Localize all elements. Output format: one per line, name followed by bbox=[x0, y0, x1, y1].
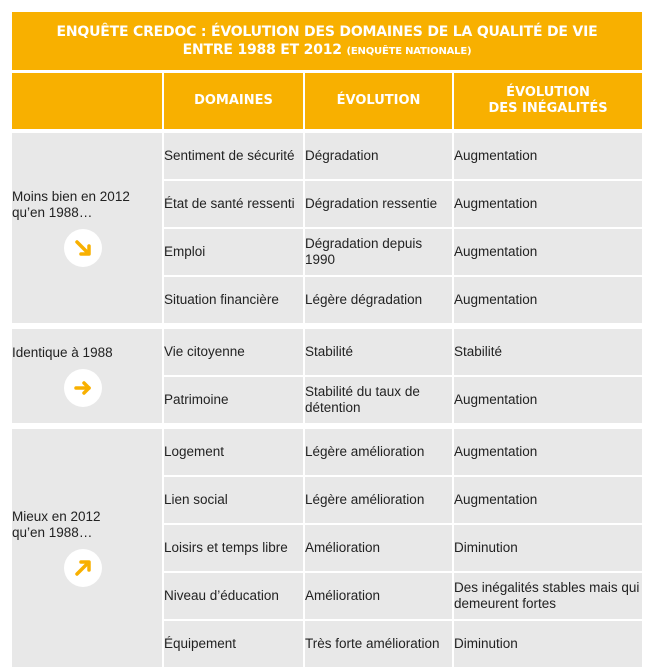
cell-evolution: Très forte amélioration bbox=[305, 621, 454, 669]
group-label-line-1: Identique à 1988 bbox=[12, 345, 113, 360]
cell-inegalites: Augmentation bbox=[454, 229, 642, 277]
header-evolution: Évolution bbox=[305, 73, 454, 129]
cell-evolution: Stabilité bbox=[305, 329, 454, 377]
cell-evolution: Légère amélioration bbox=[305, 429, 454, 477]
table-title: Enquête CREDOC : évolution des domaines … bbox=[12, 12, 642, 70]
cell-inegalites: Des inégalités stables mais qui demeuren… bbox=[454, 573, 642, 621]
cell-domaine: Lien social bbox=[164, 477, 305, 525]
title-line-2-main: entre 1988 et 2012 bbox=[182, 42, 342, 58]
cell-domaine: Vie citoyenne bbox=[164, 329, 305, 377]
header-blank bbox=[12, 73, 164, 129]
cell-evolution: Légère amélioration bbox=[305, 477, 454, 525]
cell-inegalites: Augmentation bbox=[454, 181, 642, 229]
cell-inegalites: Augmentation bbox=[454, 377, 642, 425]
group-label-line-1: Moins bien en 2012 bbox=[12, 189, 130, 204]
title-line-2: entre 1988 et 2012 (enquête nationale) bbox=[12, 41, 642, 61]
cell-evolution: Dégradation ressentie bbox=[305, 181, 454, 229]
cell-domaine: Loisirs et temps libre bbox=[164, 525, 305, 573]
table-row: Lien social Légère amélioration Augmenta… bbox=[12, 477, 642, 525]
cell-evolution: Légère dégradation bbox=[305, 277, 454, 325]
table-row: Loisirs et temps libre Amélioration Dimi… bbox=[12, 525, 642, 573]
cell-inegalites: Augmentation bbox=[454, 429, 642, 477]
arrow-up-right-icon bbox=[64, 549, 102, 587]
header-row: Domaines Évolution Évolution des inégali… bbox=[12, 73, 642, 129]
cell-evolution: Dégradation bbox=[305, 133, 454, 181]
cell-domaine: État de santé ressenti bbox=[164, 181, 305, 229]
cell-domaine: Emploi bbox=[164, 229, 305, 277]
header-inegalites-line-2: des inégalités bbox=[488, 101, 608, 116]
header-domaines: Domaines bbox=[164, 73, 305, 129]
cell-inegalites: Augmentation bbox=[454, 277, 642, 325]
cell-inegalites: Augmentation bbox=[454, 477, 642, 525]
group-label-identique: Identique à 1988 bbox=[12, 329, 164, 425]
table-row: État de santé ressenti Dégradation resse… bbox=[12, 181, 642, 229]
cell-inegalites: Diminution bbox=[454, 621, 642, 669]
group-label-mieux: Mieux en 2012 qu’en 1988… bbox=[12, 429, 164, 669]
cell-domaine: Équipement bbox=[164, 621, 305, 669]
cell-evolution: Dégradation depuis 1990 bbox=[305, 229, 454, 277]
arrow-down-right-icon bbox=[64, 229, 102, 267]
table-row: Moins bien en 2012 qu’en 1988… Sentiment… bbox=[12, 133, 642, 325]
group-label-line-2: qu’en 1988… bbox=[12, 205, 93, 220]
cell-inegalites: Augmentation bbox=[454, 133, 642, 181]
title-line-2-note: (enquête nationale) bbox=[346, 46, 472, 57]
arrow-right-icon bbox=[64, 369, 102, 407]
cell-inegalites: Diminution bbox=[454, 525, 642, 573]
table-row: Mieux en 2012 qu’en 1988… Logement Légèr… bbox=[12, 429, 642, 669]
table-row: Situation financière Légère dégradation … bbox=[12, 277, 642, 325]
group-label-line-1: Mieux en 2012 bbox=[12, 509, 101, 524]
cell-domaine: Patrimoine bbox=[164, 377, 305, 425]
cell-evolution: Amélioration bbox=[305, 573, 454, 621]
table-row: Identique à 1988 Vie citoyenne Stabilité… bbox=[12, 329, 642, 425]
table-row: Niveau d’éducation Amélioration Des inég… bbox=[12, 573, 642, 621]
cell-evolution: Stabilité du taux de détention bbox=[305, 377, 454, 425]
group-label-line-2: qu’en 1988… bbox=[12, 525, 93, 540]
quality-of-life-table: Domaines Évolution Évolution des inégali… bbox=[12, 73, 642, 669]
header-inegalites-line-1: Évolution bbox=[506, 85, 590, 100]
group-label-moins-bien: Moins bien en 2012 qu’en 1988… bbox=[12, 133, 164, 325]
cell-domaine: Logement bbox=[164, 429, 305, 477]
table-row: Emploi Dégradation depuis 1990 Augmentat… bbox=[12, 229, 642, 277]
header-inegalites: Évolution des inégalités bbox=[454, 73, 642, 129]
cell-domaine: Sentiment de sécurité bbox=[164, 133, 305, 181]
title-line-1: Enquête CREDOC : évolution des domaines … bbox=[56, 24, 598, 40]
cell-inegalites: Stabilité bbox=[454, 329, 642, 377]
table-row: Patrimoine Stabilité du taux de détentio… bbox=[12, 377, 642, 425]
cell-evolution: Amélioration bbox=[305, 525, 454, 573]
cell-domaine: Situation financière bbox=[164, 277, 305, 325]
cell-domaine: Niveau d’éducation bbox=[164, 573, 305, 621]
